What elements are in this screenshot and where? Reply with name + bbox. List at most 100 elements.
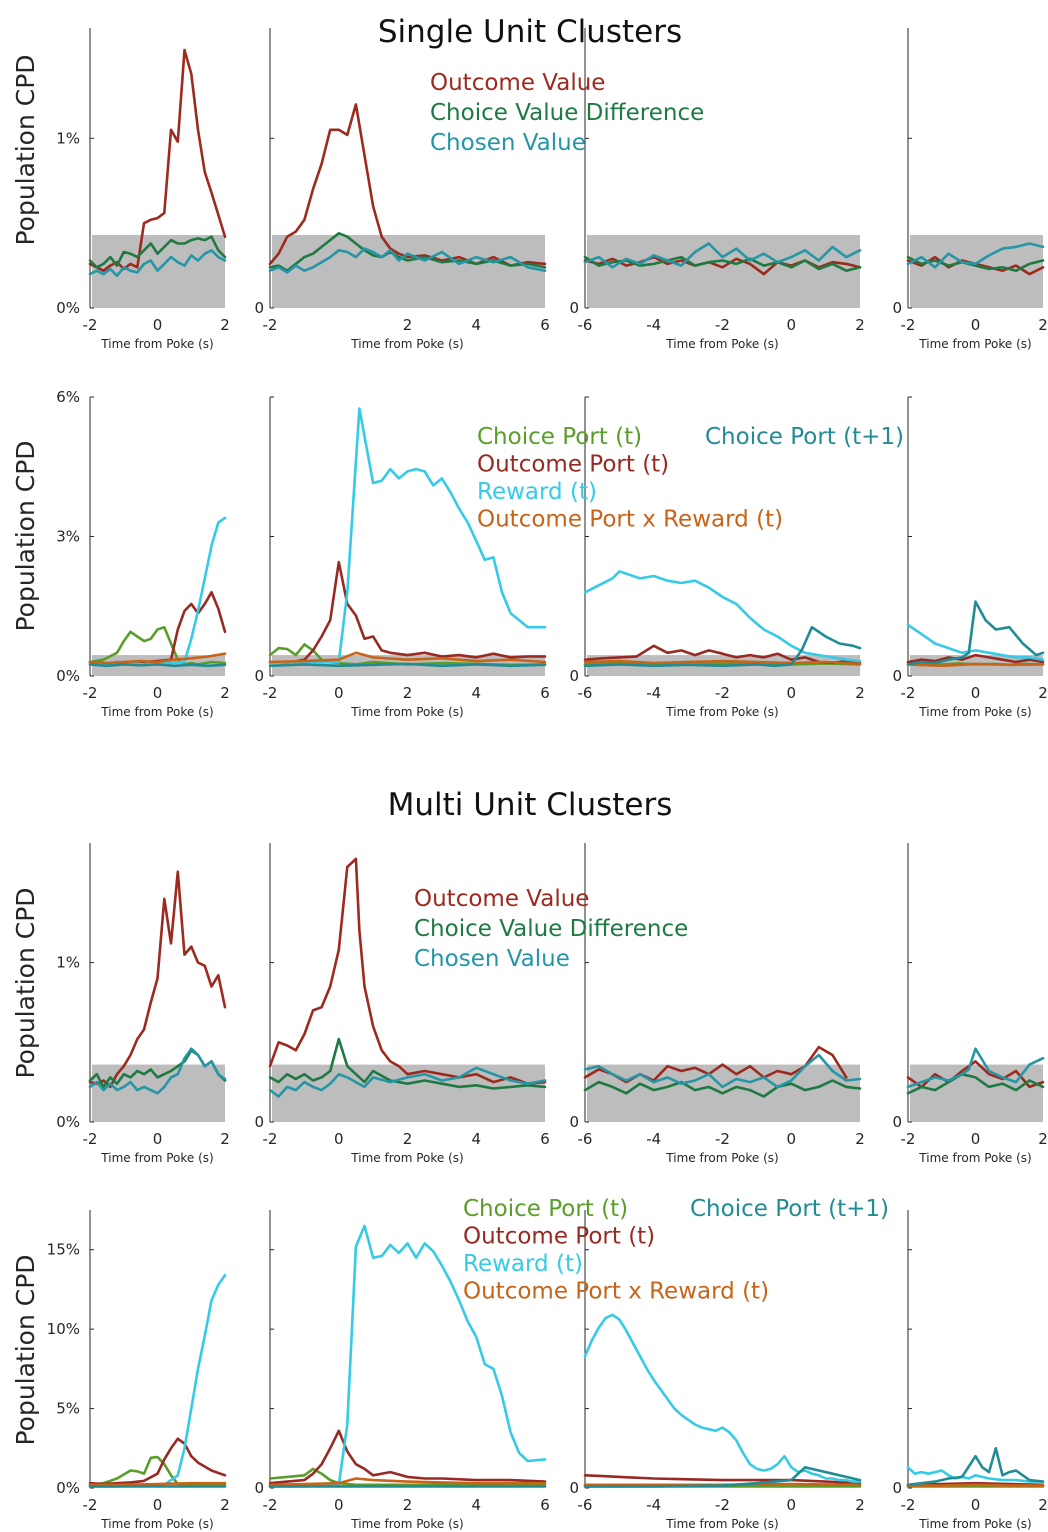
series-line-outcome-port-t: [268, 1429, 547, 1485]
series-line-choice-port-t1: [583, 1466, 862, 1488]
y-tick-label: 0: [892, 1479, 902, 1497]
series-line-reward-t: [906, 623, 1045, 662]
series-line-reward-t: [88, 516, 227, 666]
x-tick-label: 0: [786, 1496, 796, 1514]
x-tick-label: -4: [646, 1496, 661, 1514]
x-axis-label: Time from Poke (s): [665, 1517, 778, 1531]
series-line-outcome-value: [88, 870, 227, 1089]
y-tick-label: 0%: [56, 299, 80, 317]
multi-unit-title: Multi Unit Clusters: [388, 787, 673, 823]
series-line-choice-port-t1: [906, 600, 1045, 666]
series-line-outcome-port-t: [88, 1437, 227, 1486]
x-tick-label: 4: [471, 1130, 481, 1148]
x-tick-label: -2: [83, 684, 98, 702]
series-line-reward-t: [583, 570, 862, 663]
x-tick-label: 2: [855, 316, 865, 334]
x-tick-label: 0: [153, 684, 163, 702]
y-tick-label: 0: [254, 667, 264, 685]
legend-entry: Choice Value Difference: [414, 916, 688, 942]
legend-entry: Choice Port (t+1): [690, 1196, 889, 1222]
series-line-reward-t: [88, 1273, 227, 1488]
panel-1-2: 0-2 2 4 6 Time from Poke (s): [254, 28, 550, 351]
x-tick-label: 2: [220, 316, 230, 334]
x-axis-label: Time from Poke (s): [918, 337, 1031, 351]
legend-entry: Choice Port (t): [477, 424, 642, 450]
x-tick-label: 2: [403, 684, 413, 702]
x-tick-label: 2: [403, 1130, 413, 1148]
x-tick-label: 0: [334, 1130, 344, 1148]
x-tick-label: -2: [83, 316, 98, 334]
x-tick-label: 2: [220, 684, 230, 702]
y-tick-label: 0: [254, 1479, 264, 1497]
legend-entry: Outcome Port (t): [463, 1224, 655, 1250]
series-line-choice-port-t: [88, 625, 227, 666]
series-line-choice-port-t1: [268, 662, 547, 668]
x-tick-label: -2: [901, 1496, 916, 1514]
x-tick-label: 0: [971, 316, 981, 334]
series-line-outcome-port-x-reward-t: [88, 652, 227, 665]
x-axis-label: Time from Poke (s): [918, 1517, 1031, 1531]
legend: Choice Port (t)Outcome Port (t)Reward (t…: [463, 1196, 889, 1305]
null-distribution-band: [587, 235, 860, 308]
y-tick-label: 0: [569, 667, 579, 685]
y-axis-label: Population CPD: [11, 887, 40, 1078]
x-tick-label: -2: [263, 684, 278, 702]
series-line-chosen-value: [906, 242, 1045, 269]
x-tick-label: -2: [715, 684, 730, 702]
x-axis-label: Time from Poke (s): [350, 337, 463, 351]
y-tick-label: 0: [892, 667, 902, 685]
y-tick-label: 0%: [56, 1479, 80, 1497]
x-axis-label: Time from Poke (s): [665, 1151, 778, 1165]
y-tick-label: 0%: [56, 667, 80, 685]
x-tick-label: -2: [901, 1130, 916, 1148]
y-tick-label: 0%: [56, 1113, 80, 1131]
series-line-choice-value-difference: [268, 232, 547, 273]
series-line-chosen-value: [583, 1053, 862, 1089]
x-tick-label: 0: [153, 1130, 163, 1148]
series-line-choice-value-difference: [268, 1037, 547, 1090]
series-line-chosen-value: [88, 1047, 227, 1095]
x-tick-label: -2: [263, 1496, 278, 1514]
x-axis-label: Time from Poke (s): [100, 337, 213, 351]
series-line-chosen-value: [88, 249, 227, 278]
x-tick-label: -4: [646, 316, 661, 334]
x-axis-label: Time from Poke (s): [350, 1151, 463, 1165]
legend-entry: Outcome Value: [414, 886, 589, 912]
x-tick-label: 0: [786, 316, 796, 334]
series-line-choice-value-difference: [583, 1079, 862, 1098]
panel-1-1: 0% 1% -2 0 2 Time from Poke (s): [56, 28, 230, 351]
series-line-choice-port-t1: [88, 663, 227, 668]
x-tick-label: 0: [971, 1496, 981, 1514]
x-axis-label: Time from Poke (s): [350, 705, 463, 719]
series-line-choice-port-t: [268, 1467, 547, 1487]
x-tick-label: -2: [83, 1130, 98, 1148]
y-tick-label: 15%: [47, 1241, 80, 1259]
x-tick-label: 2: [220, 1496, 230, 1514]
legend-entry: Reward (t): [463, 1251, 583, 1277]
single-unit-title: Single Unit Clusters: [378, 14, 682, 50]
series-line-outcome-port-t: [583, 1474, 862, 1485]
series-line-reward-t: [268, 1224, 547, 1488]
x-tick-label: 2: [1038, 1496, 1048, 1514]
x-tick-label: 0: [971, 1130, 981, 1148]
series-line-outcome-port-x-reward-t: [268, 651, 547, 664]
panel-3-1: 0% 1% -2 0 2 Time from Poke (s): [56, 843, 230, 1165]
x-tick-label: -2: [83, 1496, 98, 1514]
y-tick-label: 1%: [56, 129, 80, 147]
x-tick-label: 2: [220, 1130, 230, 1148]
x-tick-label: 0: [786, 684, 796, 702]
y-tick-label: 0: [569, 1113, 579, 1131]
x-tick-label: 2: [1038, 316, 1048, 334]
x-tick-label: -2: [901, 684, 916, 702]
